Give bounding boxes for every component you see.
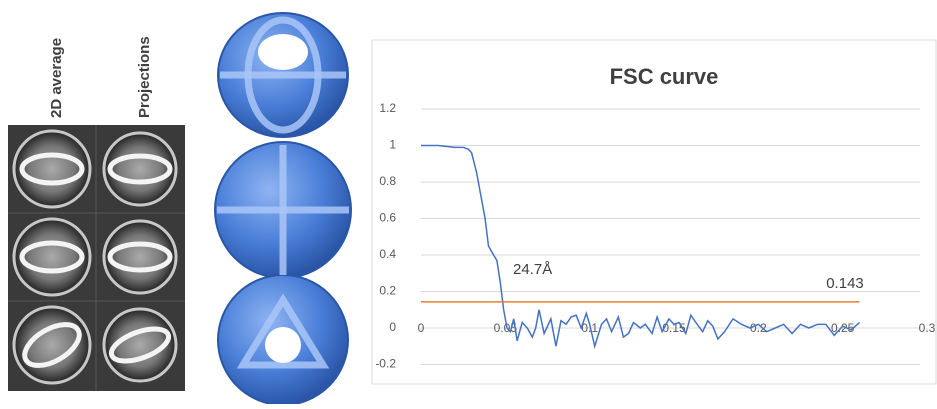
y-tick-label: 0: [389, 320, 396, 334]
y-tick-label: 0.4: [379, 247, 396, 261]
y-tick-label: 0.2: [379, 284, 396, 298]
image-grid: [8, 125, 185, 391]
threshold-label: 0.143: [826, 275, 864, 292]
x-tick-label: 0.3: [919, 321, 936, 335]
x-tick-label: 0.25: [831, 321, 855, 335]
y-tick-label: -0.2: [375, 357, 396, 371]
x-tick-label: 0: [418, 321, 425, 335]
y-tick-label: 0.6: [379, 211, 396, 225]
figure: 2D average Projections: [0, 0, 937, 404]
page: {"figure": {"column_labels": ["2D averag…: [0, 0, 937, 404]
chart-title: FSC curve: [610, 64, 719, 89]
3d-maps: [215, 13, 351, 404]
resolution-annotation: 24.7Å: [513, 261, 552, 278]
y-tick-label: 1: [389, 138, 396, 152]
y-tick-label: 0.8: [379, 174, 396, 188]
class-averages: 2D average Projections: [8, 36, 185, 391]
y-tick-label: 1.2: [379, 101, 396, 115]
x-tick-label: 0.2: [750, 321, 767, 335]
column-label: 2D average: [48, 38, 65, 118]
column-label: Projections: [136, 36, 153, 118]
